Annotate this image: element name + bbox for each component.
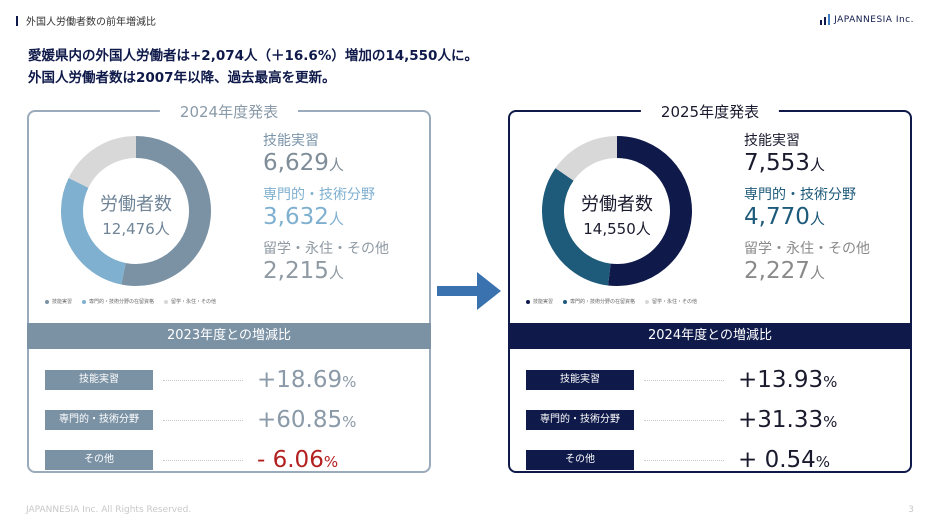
stat-label: 留学・永住・その他 <box>744 241 870 257</box>
stat-value: 2,215人 <box>263 258 344 284</box>
legend-dot-icon <box>164 299 169 304</box>
slide-header: 外国人労働者数の前年増減比 <box>16 13 156 28</box>
legend-item: 留学・永住・その他 <box>164 298 216 305</box>
dotted-leader <box>163 419 243 421</box>
legend-item: 留学・永住・その他 <box>645 298 697 305</box>
stat-label: 留学・永住・その他 <box>263 241 389 257</box>
stat-item: 技能実習 7,553人 <box>744 132 870 178</box>
row-percent: +18.69% <box>257 367 357 393</box>
stats-list: 技能実習 7,553人 専門的・技術分野 4,770人 留学・永住・その他 2,… <box>744 132 870 294</box>
donut-slice <box>68 136 137 189</box>
panel-title: 2025年度発表 <box>640 101 780 122</box>
row-percent: + 0.54% <box>738 447 831 473</box>
row-tag: 専門的・技術分野 <box>526 410 634 430</box>
stat-value: 7,553人 <box>744 150 825 176</box>
compare-header: 2023年度との増減比 <box>27 323 431 349</box>
logo-icon <box>820 14 831 25</box>
compare-rows: 技能実習 +18.69% 専門的・技術分野 +60.85% その他 - 6.06… <box>45 360 415 480</box>
footer-copyright: JAPANNESIA Inc. All Rights Reserved. <box>26 505 192 515</box>
chart-legend: 技能実習 専門的・技術分野の在留資格 留学・永住・その他 <box>45 298 216 305</box>
stat-item: 技能実習 6,629人 <box>263 132 389 178</box>
dotted-leader <box>163 379 243 381</box>
panel-2024: 2024年度発表 労働者数 12,476人 技能実習 専門的・技術分野の在留資格… <box>27 101 431 473</box>
compare-row: 専門的・技術分野 +60.85% <box>45 400 415 440</box>
right-arrow-icon <box>437 272 501 310</box>
row-percent: +60.85% <box>257 407 357 433</box>
row-tag: その他 <box>526 450 634 470</box>
stat-item: 専門的・技術分野 3,632人 <box>263 186 389 232</box>
donut-slice <box>555 136 618 182</box>
legend-item: 専門的・技術分野の在留資格 <box>563 298 635 305</box>
legend-dot-icon <box>45 299 49 304</box>
row-percent: +31.33% <box>738 407 838 433</box>
stat-label: 技能実習 <box>263 133 319 149</box>
dotted-leader <box>163 459 243 461</box>
legend-item: 技能実習 <box>45 298 72 305</box>
donut-title: 労働者数 <box>581 194 653 215</box>
headline: 愛媛県内の外国人労働者は+2,074人（＋16.6%）増加の14,550人に。 … <box>28 45 478 89</box>
stat-item: 専門的・技術分野 4,770人 <box>744 186 870 232</box>
stat-item: 留学・永住・その他 2,227人 <box>744 240 870 286</box>
dotted-leader <box>644 379 724 381</box>
dotted-leader <box>644 419 724 421</box>
stat-value: 2,227人 <box>744 258 825 284</box>
page-number: 3 <box>908 505 914 515</box>
compare-rows: 技能実習 +13.93% 専門的・技術分野 +31.33% その他 + 0.54… <box>526 360 896 480</box>
legend-item: 技能実習 <box>526 298 553 305</box>
compare-row: その他 - 6.06% <box>45 440 415 480</box>
compare-row: 技能実習 +13.93% <box>526 360 896 400</box>
donut-slice <box>61 178 127 285</box>
donut-center-label: 労働者数 14,550人 <box>540 190 694 239</box>
header-accent-bar <box>16 15 18 26</box>
panel-2025: 2025年度発表 労働者数 14,550人 技能実習 専門的・技術分野の在留資格… <box>508 101 912 473</box>
donut-total: 14,550人 <box>583 220 651 238</box>
row-tag: 技能実習 <box>45 370 153 390</box>
stat-value: 6,629人 <box>263 150 344 176</box>
legend-dot-icon <box>82 299 87 304</box>
stat-item: 留学・永住・その他 2,215人 <box>263 240 389 286</box>
headline-line-2: 外国人労働者数は2007年以降、過去最高を更新。 <box>28 70 336 86</box>
stats-list: 技能実習 6,629人 専門的・技術分野 3,632人 留学・永住・その他 2,… <box>263 132 389 294</box>
donut-slice <box>608 136 692 286</box>
donut-center-label: 労働者数 12,476人 <box>59 190 213 239</box>
legend-dot-icon <box>526 299 530 304</box>
company-logo: JAPANNESIA Inc. <box>820 14 914 25</box>
donut-slice <box>121 136 211 286</box>
stat-value: 3,632人 <box>263 204 344 230</box>
legend-dot-icon <box>563 299 568 304</box>
compare-row: 専門的・技術分野 +31.33% <box>526 400 896 440</box>
chart-legend: 技能実習 専門的・技術分野の在留資格 留学・永住・その他 <box>526 298 697 305</box>
legend-dot-icon <box>645 299 650 304</box>
compare-row: 技能実習 +18.69% <box>45 360 415 400</box>
donut-title: 労働者数 <box>100 194 172 215</box>
donut-chart-2025 <box>542 136 692 286</box>
headline-line-1: 愛媛県内の外国人労働者は+2,074人（＋16.6%）増加の14,550人に。 <box>28 48 478 64</box>
row-tag: 専門的・技術分野 <box>45 410 153 430</box>
panel-title: 2024年度発表 <box>159 101 299 122</box>
row-percent: - 6.06% <box>257 447 339 473</box>
compare-row: その他 + 0.54% <box>526 440 896 480</box>
stat-label: 専門的・技術分野 <box>263 187 375 203</box>
dotted-leader <box>644 459 724 461</box>
donut-total: 12,476人 <box>102 220 170 238</box>
donut-chart-2024 <box>61 136 211 286</box>
row-percent: +13.93% <box>738 367 838 393</box>
legend-item: 専門的・技術分野の在留資格 <box>82 298 154 305</box>
stat-value: 4,770人 <box>744 204 825 230</box>
stat-label: 技能実習 <box>744 133 800 149</box>
donut-slice <box>542 168 612 286</box>
row-tag: その他 <box>45 450 153 470</box>
compare-header: 2024年度との増減比 <box>508 323 912 349</box>
slide-title: 外国人労働者数の前年増減比 <box>26 17 156 28</box>
stat-label: 専門的・技術分野 <box>744 187 856 203</box>
row-tag: 技能実習 <box>526 370 634 390</box>
logo-text: JAPANNESIA Inc. <box>834 14 914 25</box>
